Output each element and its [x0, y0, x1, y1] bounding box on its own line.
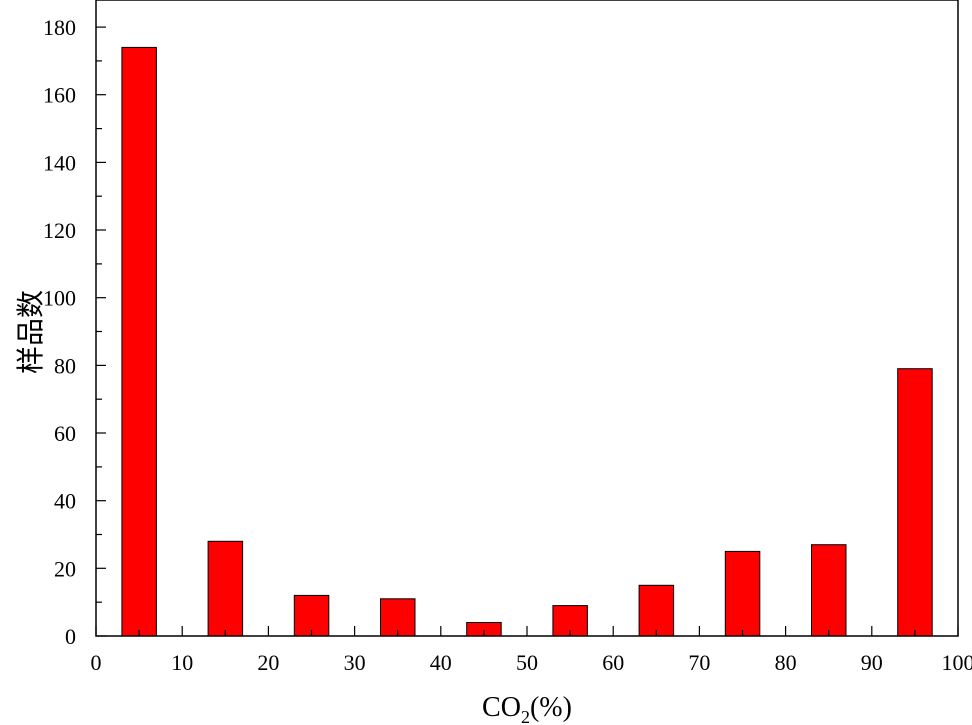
x-tick-label-70: 70 [688, 650, 710, 675]
x-tick-label-20: 20 [257, 650, 279, 675]
bar-85 [811, 544, 847, 637]
x-tick-label-50: 50 [516, 650, 538, 675]
bar-95 [897, 368, 933, 637]
x-tick-label-30: 30 [344, 650, 366, 675]
y-tick-label-40: 40 [54, 489, 76, 514]
x-tick-label-90: 90 [861, 650, 883, 675]
y-tick-label-140: 140 [43, 150, 76, 175]
bar-35 [380, 598, 416, 637]
bar-25 [293, 594, 330, 637]
bar-65 [638, 584, 675, 637]
x-tick-label-80: 80 [775, 650, 797, 675]
y-tick-label-180: 180 [43, 15, 76, 40]
x-tick-label-60: 60 [602, 650, 624, 675]
axis-ticks [95, 26, 959, 637]
y-tick-label-0: 0 [65, 624, 76, 649]
y-tick-label-20: 20 [54, 556, 76, 581]
x-tick-label-0: 0 [91, 650, 102, 675]
x-axis-title: CO2(%) [482, 692, 572, 725]
y-tick-label-80: 80 [54, 353, 76, 378]
bars [121, 46, 933, 637]
tick-labels: 0 10 20 30 40 50 60 70 80 90 100 0 20 40 60 80 100 120 140… [43, 15, 972, 675]
y-tick-label-160: 160 [43, 83, 76, 108]
x-tick-label-10: 10 [171, 650, 193, 675]
x-tick-label-100: 100 [942, 650, 972, 675]
x-axis-title-unit: (%) [530, 692, 572, 723]
bar-75 [724, 550, 761, 637]
plot-frame [95, 0, 959, 637]
y-axis-title: 样品数 [15, 290, 47, 374]
y-tick-label-120: 120 [43, 218, 76, 243]
x-axis-title-main: CO [482, 692, 521, 723]
y-tick-label-60: 60 [54, 421, 76, 446]
bar-5 [121, 46, 157, 637]
x-tick-label-40: 40 [430, 650, 452, 675]
x-axis-title-sub: 2 [521, 707, 530, 725]
bar-15 [207, 540, 244, 637]
y-tick-label-100: 100 [43, 286, 76, 311]
